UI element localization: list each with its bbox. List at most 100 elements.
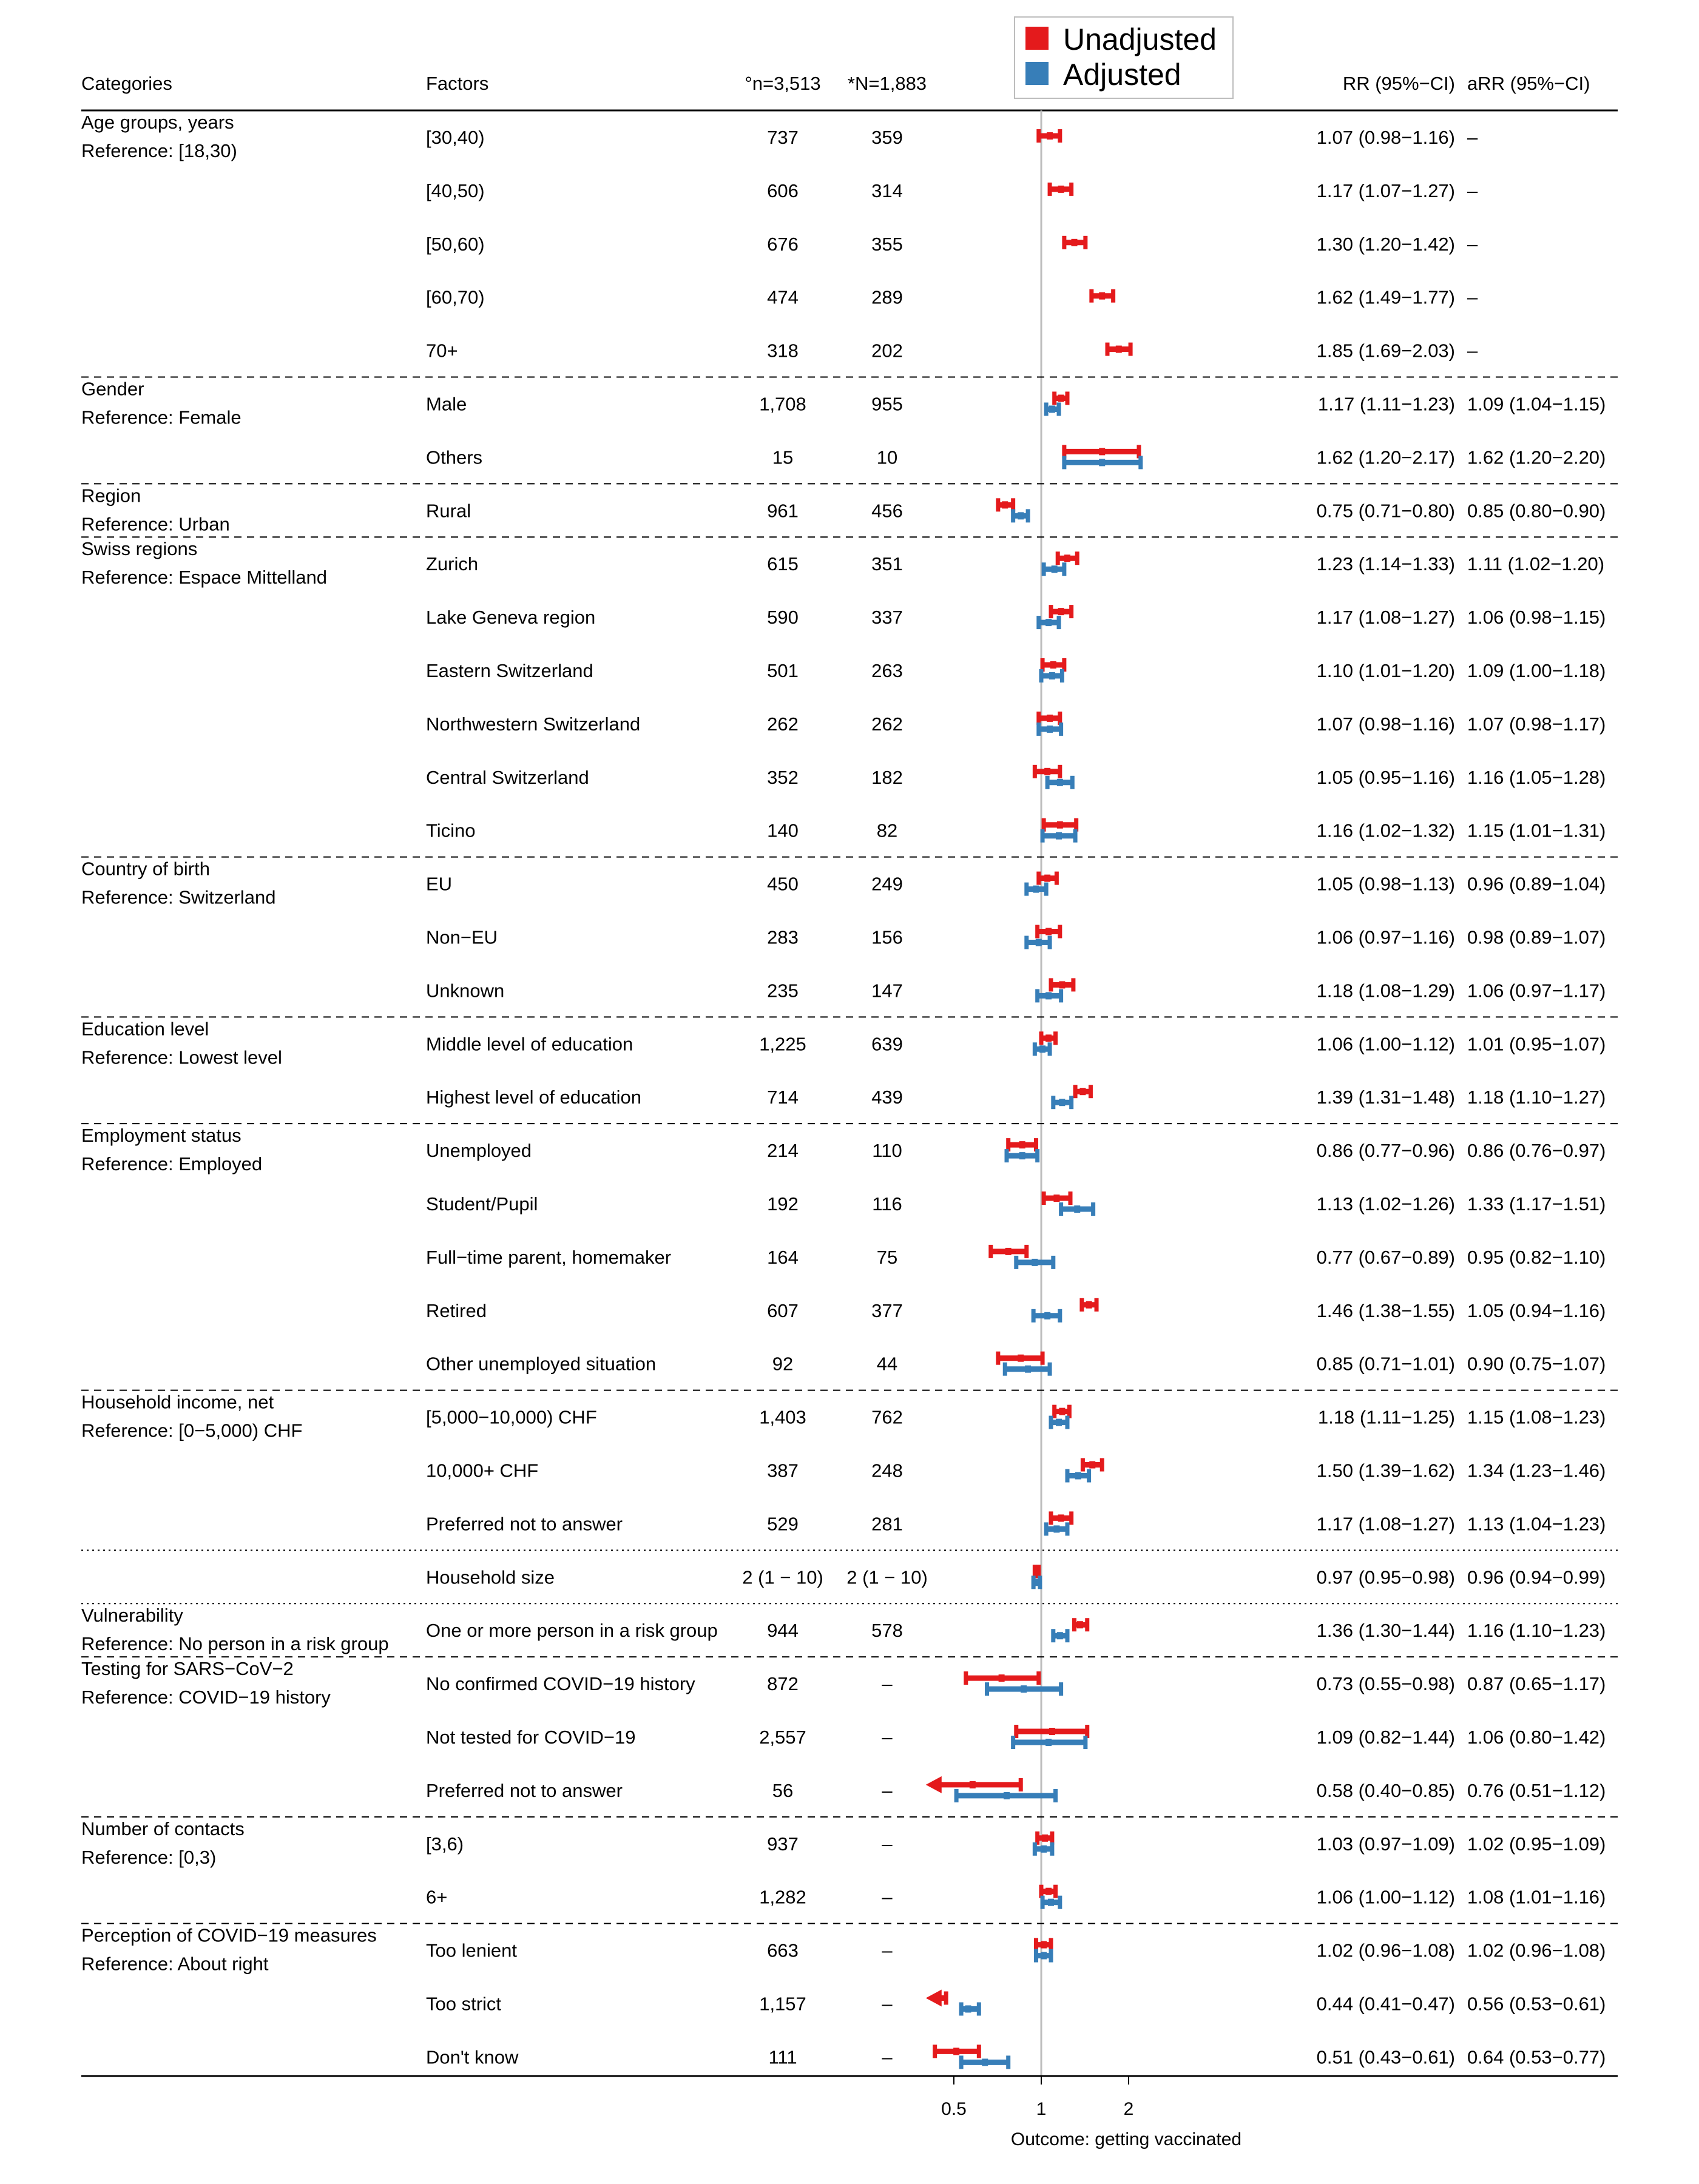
rr-value: 0.58 (0.40−0.85) [1317, 1780, 1455, 1801]
section: Household income, net Reference: [0−5,000… [81, 1392, 1606, 1536]
adjusted-ci-point [1041, 1952, 1047, 1960]
adjusted-ci-point [1035, 939, 1042, 946]
header-N: *N=1,883 [848, 73, 927, 94]
legend-swatch-unadjusted [1025, 27, 1049, 50]
unadjusted-ci-arrow [925, 1776, 942, 1793]
unadjusted-ci-point [1044, 767, 1051, 775]
header-arr: aRR (95%−CI) [1467, 73, 1590, 94]
rr-value: 1.07 (0.98−1.16) [1317, 713, 1455, 735]
header-factors: Factors [426, 73, 488, 94]
unadjusted-ci-point [998, 1674, 1005, 1682]
arr-value: 1.33 (1.17−1.51) [1467, 1193, 1606, 1215]
rr-value: 0.75 (0.71−0.80) [1317, 500, 1455, 521]
unadjusted-ci [1055, 551, 1079, 565]
unadjusted-ci-point [1058, 1514, 1064, 1522]
unadjusted-ci [933, 2044, 981, 2058]
unadjusted-ci [925, 1776, 1023, 1793]
N-count: 82 [877, 820, 897, 841]
unadjusted-ci-point [1045, 1034, 1052, 1042]
section: Gender Reference: Female Male 1,708 955 1.17 … [81, 379, 1606, 470]
adjusted-ci-point [1033, 885, 1039, 893]
unadjusted-ci [1080, 1458, 1104, 1472]
n-count: 92 [772, 1353, 793, 1375]
factor-label: Zurich [426, 553, 478, 575]
n-count: 607 [767, 1300, 799, 1321]
table-row: Lake Geneva region 590 337 1.17 (1.08−1.27)… [426, 605, 1606, 630]
unadjusted-ci [1039, 1031, 1058, 1045]
section: Household size 2 (1 − 10) 2 (1 − 10) 0.97 (… [426, 1565, 1606, 1589]
n-count: 2 (1 − 10) [742, 1566, 823, 1588]
table-row: Non−EU 283 156 1.06 (0.97−1.16) 0.98 (0.89−1… [426, 925, 1606, 949]
adjusted-ci [954, 1788, 1058, 1802]
n-count: 56 [772, 1780, 793, 1801]
section: Region Reference: Urban Rural 961 456 0.75 (0… [81, 485, 1606, 534]
unadjusted-ci-point [1059, 981, 1066, 989]
adjusted-ci [1051, 1096, 1074, 1110]
table-row: Unemployed 214 110 0.86 (0.77−0.96) 0.86 (0.… [426, 1138, 1606, 1163]
table-row: [3,6) 937 – 1.03 (0.97−1.09) 1.02 (0.95−1.09… [426, 1831, 1606, 1856]
unadjusted-ci [1036, 129, 1062, 143]
section: Perception of COVID−19 measures Reference… [81, 1925, 1606, 2069]
rr-value: 1.46 (1.38−1.55) [1317, 1300, 1455, 1321]
arr-value: 1.09 (1.04−1.15) [1467, 394, 1606, 415]
rr-value: 1.10 (1.01−1.20) [1317, 660, 1455, 681]
adjusted-ci [1040, 1895, 1062, 1909]
table-row: 70+ 318 202 1.85 (1.69−2.03) – [426, 340, 1478, 362]
arr-value: 1.16 (1.10−1.23) [1467, 1620, 1606, 1641]
adjusted-ci-point [1056, 778, 1063, 786]
unadjusted-ci [1062, 235, 1088, 249]
arr-value: 1.11 (1.02−1.20) [1467, 553, 1604, 575]
adjusted-ci-point [982, 2058, 988, 2066]
adjusted-ci [1049, 1415, 1070, 1429]
table-row: [5,000−10,000) CHF 1,403 762 1.18 (1.11−1.2… [426, 1404, 1606, 1429]
legend-label-adjusted: Adjusted [1063, 58, 1181, 92]
header-n: °n=3,513 [745, 73, 820, 94]
header-categories: Categories [81, 73, 172, 94]
unadjusted-ci [1006, 1138, 1039, 1152]
N-count: 377 [871, 1300, 903, 1321]
factor-label: Middle level of education [426, 1033, 633, 1054]
table-row: Rural 961 456 0.75 (0.71−0.80) 0.85 (0.80−0.… [426, 498, 1606, 523]
unadjusted-ci-point [934, 1994, 941, 2002]
unadjusted-ci-point [1045, 1887, 1052, 1895]
unadjusted-ci-point [1064, 554, 1071, 562]
table-row: Student/Pupil 192 116 1.13 (1.02−1.26) 1.33 … [426, 1191, 1606, 1216]
unadjusted-ci-point [1058, 185, 1064, 193]
n-count: 529 [767, 1513, 799, 1534]
arr-value: 1.15 (1.01−1.31) [1467, 820, 1606, 841]
legend: Unadjusted Adjusted [1014, 16, 1234, 99]
arr-value: 1.16 (1.05−1.28) [1467, 767, 1606, 788]
section-title: Gender [81, 379, 144, 400]
section-reference: Reference: Urban [81, 513, 230, 534]
N-count: 355 [871, 234, 903, 255]
section: Employment status Reference: Employed Unem… [81, 1125, 1606, 1376]
rr-value: 1.02 (0.96−1.08) [1317, 1940, 1455, 1961]
unadjusted-ci [1034, 1938, 1053, 1952]
arr-value: 0.95 (0.82−1.10) [1467, 1247, 1606, 1268]
rr-value: 1.50 (1.39−1.62) [1317, 1460, 1455, 1481]
n-count: 1,282 [759, 1887, 806, 1908]
rr-value: 1.30 (1.20−1.42) [1317, 234, 1455, 255]
arr-value: 1.09 (1.00−1.18) [1467, 660, 1606, 681]
unadjusted-ci-point [1049, 1728, 1055, 1735]
adjusted-ci-point [965, 2005, 971, 2013]
section-title: Vulnerability [81, 1605, 183, 1626]
unadjusted-ci [1047, 182, 1074, 196]
table-row: One or more person in a risk group 944 578… [426, 1618, 1606, 1643]
factor-label: No confirmed COVID−19 history [426, 1673, 695, 1694]
table-row: Household size 2 (1 − 10) 2 (1 − 10) 0.97 (… [426, 1565, 1606, 1589]
arr-value: 0.96 (0.94−0.99) [1467, 1566, 1606, 1588]
adjusted-ci-point [1045, 1739, 1052, 1746]
adjusted-ci-point [1032, 1258, 1038, 1266]
rr-value: 0.97 (0.95−0.98) [1317, 1566, 1455, 1588]
factor-label: Retired [426, 1300, 487, 1321]
N-count: 639 [871, 1033, 903, 1054]
rr-value: 0.51 (0.43−0.61) [1317, 2046, 1455, 2068]
section-title: Region [81, 485, 141, 506]
table-row: Central Switzerland 352 182 1.05 (0.95−1.16… [426, 764, 1606, 789]
factor-label: Other unemployed situation [426, 1353, 656, 1375]
adjusted-ci [1004, 1149, 1040, 1163]
table-row: Ticino 140 82 1.16 (1.02−1.32) 1.15 (1.01−1.… [426, 818, 1606, 843]
arr-value: 0.96 (0.89−1.04) [1467, 874, 1606, 895]
adjusted-ci [1036, 616, 1061, 630]
